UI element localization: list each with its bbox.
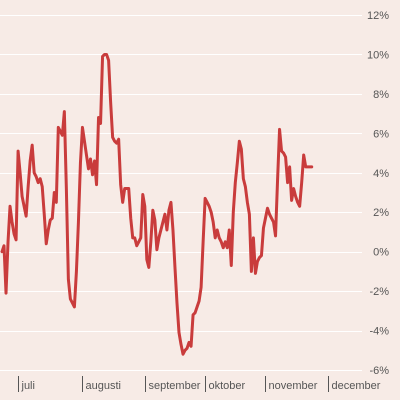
- y-tick-label: -4%: [369, 326, 389, 338]
- y-tick-label: 4%: [373, 168, 389, 180]
- x-tick-label: december: [332, 380, 381, 392]
- series-line: [0, 52, 314, 356]
- x-tick-label: oktober: [209, 380, 246, 392]
- y-tick-label: 6%: [373, 128, 389, 140]
- y-axis: -6% -4% -2% 0% 2% 4% 6% 8% 10% 12%: [367, 10, 389, 377]
- y-tick-label: 12%: [367, 10, 389, 22]
- y-tick-label: 10%: [367, 49, 389, 61]
- y-tick-label: -6%: [369, 365, 389, 377]
- y-tick-label: 8%: [373, 89, 389, 101]
- y-tick-label: 2%: [373, 207, 389, 219]
- x-tick-label: november: [269, 380, 318, 392]
- x-tick-label: juli: [21, 380, 35, 392]
- series-layer: [0, 52, 314, 356]
- y-tick-label: -2%: [369, 286, 389, 298]
- x-tick-label: september: [149, 380, 201, 392]
- y-tick-label: 0%: [373, 247, 389, 259]
- x-tick-label: augusti: [86, 380, 121, 392]
- x-axis: juli augusti september oktober november decem…: [18, 376, 381, 392]
